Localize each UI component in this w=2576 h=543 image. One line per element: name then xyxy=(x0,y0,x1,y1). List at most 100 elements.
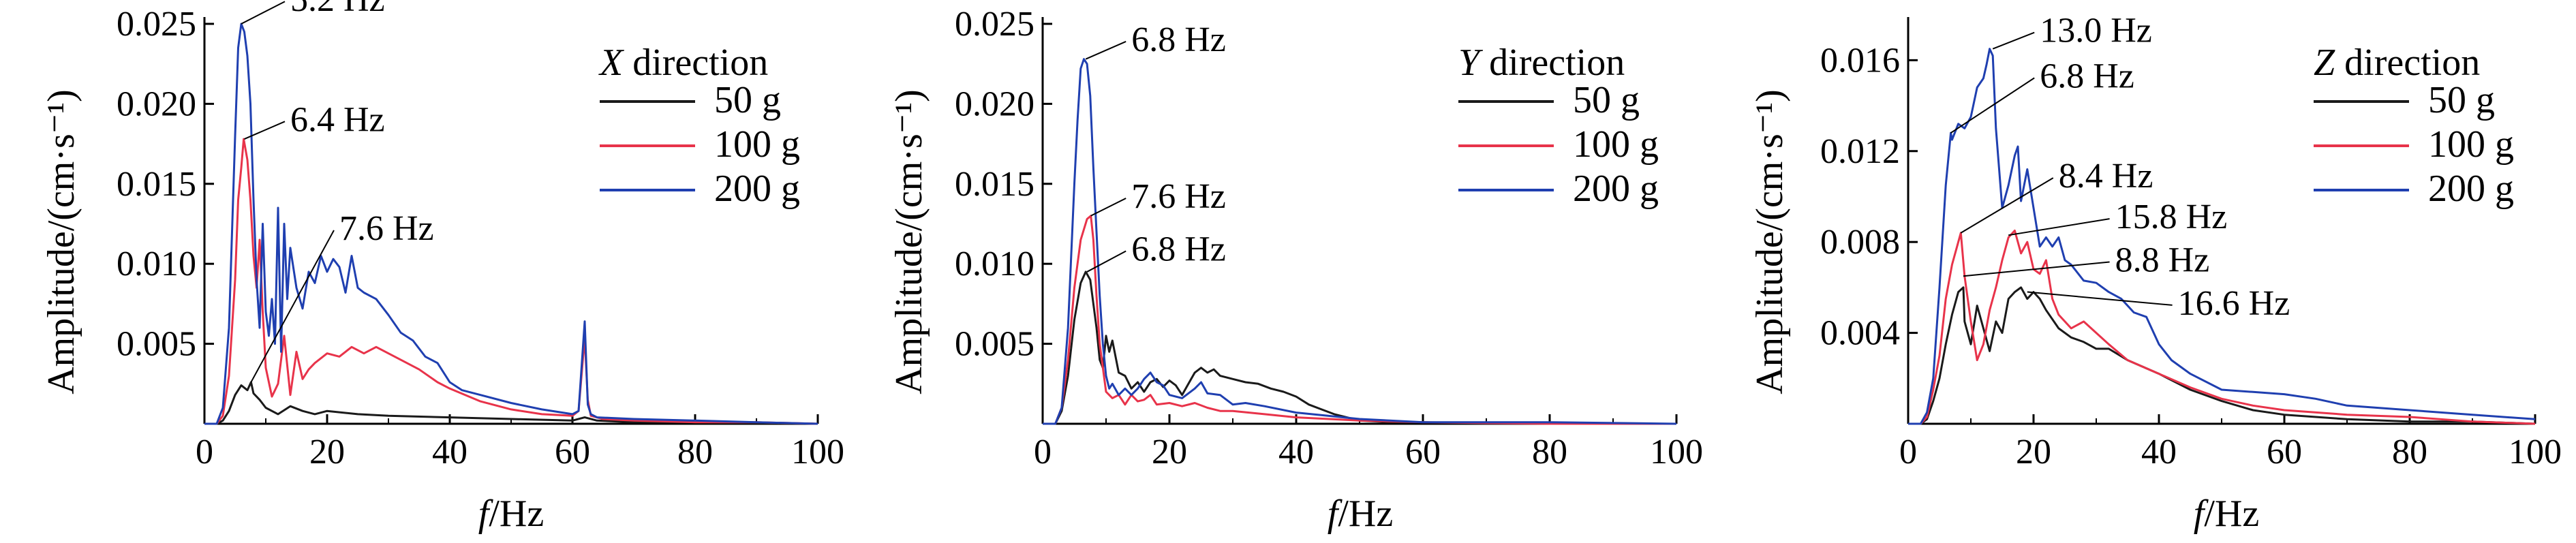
annotation-leader xyxy=(241,1,286,25)
x-tick-label: 80 xyxy=(1532,433,1567,471)
y-tick-label: 0.005 xyxy=(117,325,196,364)
legend-title-letter: Z xyxy=(2314,42,2335,84)
legend-label: 50 g xyxy=(714,79,781,121)
annotation-leader xyxy=(1963,261,2110,277)
x-tick-label: 0 xyxy=(1899,433,1917,471)
y-axis-label: Amplitude/(cm·s⁻¹) xyxy=(888,89,930,394)
x-tick-label: 60 xyxy=(1405,433,1441,471)
legend-label: 100 g xyxy=(1573,123,1659,166)
x-tick-label: 20 xyxy=(1152,433,1187,471)
legend-title-letter: Y xyxy=(1458,42,1484,84)
peak-annotation: 16.6 Hz xyxy=(2178,284,2290,323)
legend-label: 50 g xyxy=(1573,79,1640,121)
peak-annotation: 6.8 Hz xyxy=(1131,20,1226,59)
chart-panel-z: Amplitude/(cm·s⁻¹) f/Hz Z direction 50 g… xyxy=(1749,12,2562,535)
annotation-leader xyxy=(1085,40,1126,60)
legend-title-word: direction xyxy=(1479,42,1625,84)
y-tick-label: 0.016 xyxy=(1820,41,1900,80)
x-axis-label-unit: /Hz xyxy=(1338,493,1393,535)
legend-label: 100 g xyxy=(714,123,800,166)
plot-area: 0 20 40 60 80 100 0.004 0.008 0.012 0.016 13.0 Hz 6… xyxy=(1820,12,2562,471)
x-axis-label: f/Hz xyxy=(2194,493,2259,535)
series-line-100-g xyxy=(1908,230,2536,425)
x-tick-label: 60 xyxy=(555,433,590,471)
y-tick-label: 0.015 xyxy=(955,165,1034,204)
x-tick-label: 0 xyxy=(1034,433,1052,471)
y-tick-label: 0.004 xyxy=(1820,314,1900,353)
x-axis-label: f/Hz xyxy=(1328,493,1393,535)
annotation-leader xyxy=(1960,177,2054,234)
y-axis-label: Amplitude/(cm·s⁻¹) xyxy=(1749,89,1791,394)
legend-title-word: direction xyxy=(623,42,768,84)
peak-annotation: 5.2 Hz xyxy=(290,0,385,19)
chart-panel-y: Amplitude/(cm·s⁻¹) f/Hz Y direction 50 g… xyxy=(888,5,1703,535)
y-tick-label: 0.008 xyxy=(1820,223,1900,262)
y-tick-label: 0.025 xyxy=(117,5,196,44)
x-tick-label: 100 xyxy=(791,433,844,471)
peak-annotation: 8.8 Hz xyxy=(2115,241,2210,280)
x-tick-label: 80 xyxy=(677,433,713,471)
y-axis-label: Amplitude/(cm·s⁻¹) xyxy=(40,89,82,394)
series-line-200-g xyxy=(1043,58,1677,425)
peak-annotation: 6.8 Hz xyxy=(2040,57,2134,95)
peak-annotation: 8.4 Hz xyxy=(2059,157,2153,196)
x-tick-label: 40 xyxy=(2141,433,2177,471)
peak-annotation: 15.8 Hz xyxy=(2115,198,2228,236)
y-tick-label: 0.010 xyxy=(955,245,1034,283)
annotation-leader xyxy=(1950,77,2035,134)
x-tick-label: 40 xyxy=(1278,433,1314,471)
x-axis-label: f/Hz xyxy=(478,493,544,535)
peak-annotation: 6.4 Hz xyxy=(290,100,385,139)
y-tick-label: 0.020 xyxy=(117,84,196,123)
legend-title: Y direction xyxy=(1458,42,1625,84)
annotation-leader xyxy=(1086,250,1126,273)
annotation-leader xyxy=(2027,291,2173,306)
legend-label: 100 g xyxy=(2428,123,2514,166)
y-tick-label: 0.025 xyxy=(955,5,1034,44)
y-tick-label: 0.015 xyxy=(117,165,196,204)
y-tick-label: 0.005 xyxy=(955,325,1034,364)
series-line-100-g xyxy=(1043,215,1676,425)
x-tick-label: 100 xyxy=(2509,433,2562,471)
series-line-50-g xyxy=(1043,270,1676,425)
peak-annotation: 6.8 Hz xyxy=(1131,230,1226,269)
x-axis-label-unit: /Hz xyxy=(489,493,544,535)
annotation-leader xyxy=(250,230,335,383)
legend-title: X direction xyxy=(598,42,768,84)
series-line-50-g xyxy=(204,381,818,425)
x-tick-label: 20 xyxy=(309,433,345,471)
annotation-leader xyxy=(244,121,286,140)
x-tick-label: 20 xyxy=(2016,433,2051,471)
x-axis-label-unit: /Hz xyxy=(2204,493,2259,535)
x-tick-label: 60 xyxy=(2267,433,2302,471)
plot-area: 0 20 40 60 80 100 0.005 0.010 0.015 0.020 0.025 5.2… xyxy=(117,0,844,471)
annotation-leader xyxy=(1090,198,1126,217)
x-tick-label: 80 xyxy=(2392,433,2427,471)
legend-title-letter: X xyxy=(598,42,625,84)
legend-label: 50 g xyxy=(2428,79,2495,121)
x-tick-label: 100 xyxy=(1650,433,1703,471)
legend-title-word: direction xyxy=(2335,42,2480,84)
chart-panel-x: Amplitude/(cm·s⁻¹) f/Hz X direction 50 g… xyxy=(40,0,844,535)
y-tick-label: 0.012 xyxy=(1820,132,1900,171)
peak-annotation: 7.6 Hz xyxy=(339,209,434,248)
peak-annotation: 7.6 Hz xyxy=(1131,177,1226,216)
legend-title: Z direction xyxy=(2314,42,2480,84)
legend-label: 200 g xyxy=(1573,168,1659,210)
series-line-50-g xyxy=(1908,286,2536,425)
x-tick-label: 0 xyxy=(196,433,213,471)
series-line-200-g xyxy=(204,22,818,425)
legend-label: 200 g xyxy=(714,168,800,210)
annotation-leader xyxy=(2008,218,2110,236)
y-tick-label: 0.020 xyxy=(955,84,1034,123)
plot-area: 0 20 40 60 80 100 0.005 0.010 0.015 0.020 0.025 6.8… xyxy=(955,5,1703,471)
annotation-leader xyxy=(1992,31,2035,50)
peak-annotation: 13.0 Hz xyxy=(2040,12,2152,50)
x-tick-label: 40 xyxy=(432,433,467,471)
y-tick-label: 0.010 xyxy=(117,245,196,283)
legend-label: 200 g xyxy=(2428,168,2514,210)
